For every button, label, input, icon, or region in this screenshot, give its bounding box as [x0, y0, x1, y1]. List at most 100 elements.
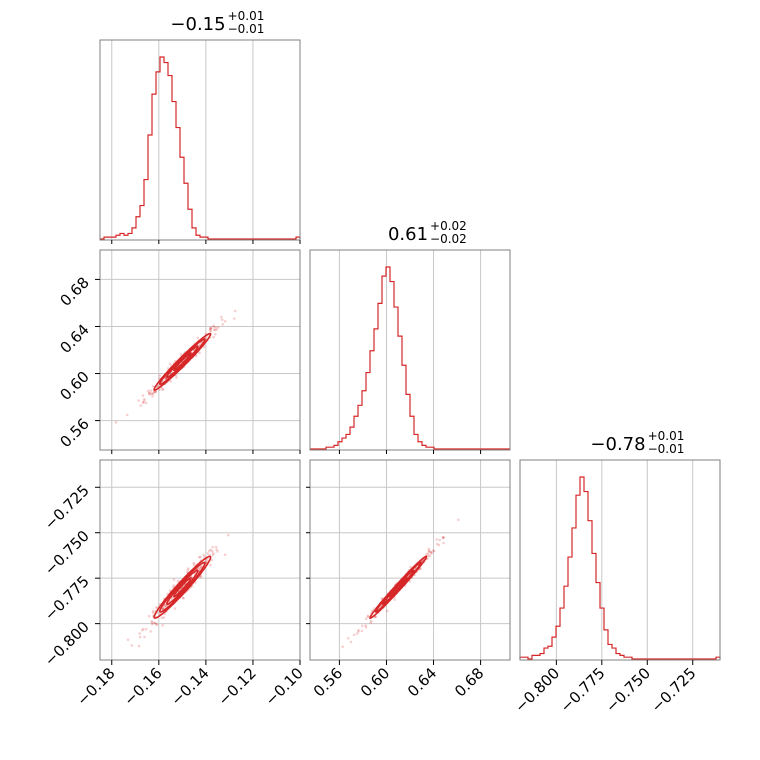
- y-tick-label: −0.800: [41, 618, 93, 670]
- sample-point: [186, 568, 189, 572]
- sample-point: [199, 555, 202, 559]
- sample-point: [169, 362, 172, 366]
- sample-point: [213, 328, 217, 332]
- sample-point: [211, 550, 214, 553]
- sample-point: [214, 326, 218, 329]
- sample-point: [215, 548, 218, 551]
- sample-point: [426, 552, 430, 555]
- sample-point: [210, 558, 213, 562]
- x-tick-label: −0.18: [73, 664, 118, 709]
- sample-point: [214, 545, 218, 549]
- sample-point: [427, 549, 431, 553]
- sample-point: [364, 624, 367, 627]
- x-tick-label: 0.64: [404, 664, 440, 700]
- panel-2-2: [519, 459, 721, 661]
- sample-point: [147, 391, 151, 395]
- y-tick-label: 0.64: [56, 321, 92, 357]
- sample-point: [457, 518, 460, 521]
- sample-point: [146, 389, 150, 393]
- sample-point: [162, 616, 166, 619]
- sample-point: [161, 607, 165, 610]
- sample-point: [442, 541, 445, 545]
- title-plus: +0.01: [228, 9, 265, 23]
- sample-point: [427, 554, 430, 557]
- y-tick-label: −0.775: [41, 572, 93, 624]
- contour-level-4: [153, 555, 212, 619]
- sample-point: [154, 390, 158, 393]
- sample-point: [151, 622, 154, 626]
- sample-point: [209, 326, 213, 330]
- title-value: −0.78: [590, 434, 645, 455]
- contour-level-3: [158, 338, 206, 386]
- sample-point: [374, 615, 377, 619]
- sample-point: [151, 609, 155, 613]
- sample-point: [168, 589, 172, 592]
- sample-point: [176, 579, 180, 583]
- sample-point: [347, 636, 350, 640]
- sample-point: [142, 401, 145, 404]
- sample-point: [211, 545, 215, 549]
- sample-point: [172, 578, 176, 581]
- x-tick-label: −0.10: [262, 664, 307, 709]
- sample-point: [442, 536, 446, 539]
- sample-point: [154, 390, 157, 393]
- sample-point: [220, 315, 223, 319]
- sample-point: [125, 413, 129, 417]
- sample-point: [360, 629, 364, 633]
- sample-point: [179, 353, 183, 356]
- x-tick-label: −0.750: [602, 664, 654, 716]
- sample-point: [147, 614, 151, 618]
- sample-point: [221, 323, 225, 326]
- sample-point: [425, 553, 428, 556]
- sample-point: [435, 542, 439, 546]
- sample-point: [137, 399, 140, 402]
- sample-point: [169, 379, 172, 383]
- sample-point: [150, 392, 153, 395]
- sample-point: [223, 320, 227, 323]
- sample-point: [357, 630, 360, 633]
- x-tick-label: 0.60: [357, 664, 393, 700]
- sample-point: [361, 624, 364, 628]
- contour-level-4: [369, 555, 428, 620]
- sample-point: [209, 327, 212, 331]
- panel-frame: [99, 249, 301, 451]
- sample-point: [198, 567, 201, 571]
- sample-point: [192, 563, 196, 567]
- sample-point: [212, 328, 216, 331]
- sample-point: [182, 596, 185, 600]
- sample-point: [154, 606, 158, 609]
- x-tick-label: 0.68: [451, 664, 487, 700]
- sample-point: [141, 400, 145, 404]
- sample-point: [153, 621, 157, 625]
- sample-point: [153, 390, 157, 394]
- sample-point: [150, 621, 154, 624]
- sample-point: [386, 609, 389, 613]
- sample-point: [172, 584, 176, 587]
- sample-point: [215, 328, 218, 332]
- panel-0-0: [99, 39, 301, 241]
- panel-1-0: [99, 249, 301, 451]
- sample-point: [149, 389, 153, 392]
- sample-point: [223, 553, 227, 557]
- sample-point: [164, 604, 167, 607]
- sample-point: [212, 324, 215, 328]
- histogram-2: [519, 476, 721, 660]
- title-value: 0.61: [388, 224, 428, 245]
- sample-point: [150, 620, 153, 623]
- sample-point: [214, 333, 217, 336]
- panel-2-1: [309, 459, 511, 661]
- x-tick-label: −0.775: [557, 664, 609, 716]
- panel-2-0: [99, 459, 301, 661]
- sample-point: [148, 391, 151, 395]
- sample-point: [369, 621, 373, 624]
- sample-point: [202, 345, 206, 349]
- sample-point: [141, 394, 145, 397]
- y-tick-label: 0.56: [56, 415, 92, 451]
- sample-point: [141, 628, 144, 632]
- sample-point: [163, 605, 166, 609]
- sample-point: [212, 325, 216, 329]
- sample-point: [429, 550, 433, 554]
- x-tick-label: −0.14: [167, 664, 212, 709]
- sample-point: [142, 627, 145, 631]
- sample-point: [341, 645, 345, 649]
